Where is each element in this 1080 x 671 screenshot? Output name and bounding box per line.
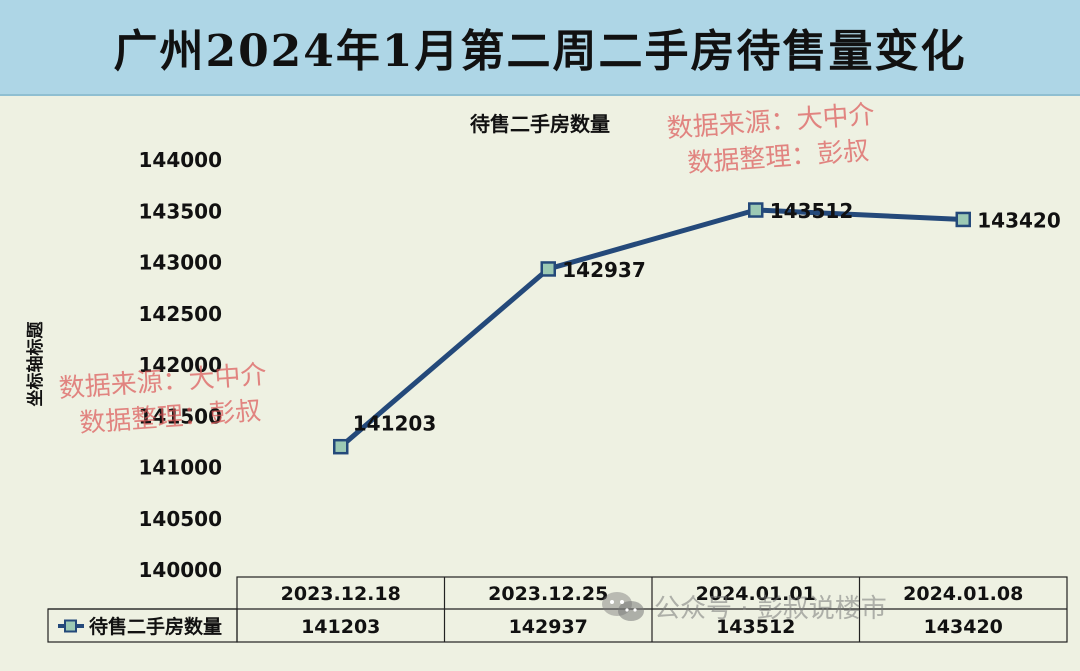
data-label: 143512 — [770, 199, 854, 223]
watermark-top-right: 数据来源：大中介 数据整理：彭叔 — [666, 97, 879, 183]
watermark-left: 数据来源：大中介 数据整理：彭叔 — [58, 357, 271, 443]
chart-title: 待售二手房数量 — [470, 112, 610, 136]
x-category-label: 2023.12.18 — [281, 583, 401, 605]
y-tick-label: 140500 — [139, 507, 223, 531]
series-line — [338, 207, 966, 450]
y-tick-label: 144000 — [139, 148, 223, 172]
y-tick-label: 140000 — [139, 558, 223, 582]
data-label: 141203 — [353, 412, 437, 436]
y-tick-label: 143000 — [139, 251, 223, 275]
footer-watermark-text: 公众号 · 彭叔说楼市 — [654, 594, 887, 624]
data-point-marker — [748, 202, 764, 218]
y-tick-label: 141000 — [139, 456, 223, 480]
x-category-label: 2024.01.01 — [696, 583, 816, 605]
header-banner: 广州2024年1月第二周二手房待售量变化 — [0, 0, 1080, 96]
data-table-value: 142937 — [509, 616, 588, 638]
y-tick-label: 142000 — [139, 353, 223, 377]
y-tick-label: 141500 — [139, 404, 223, 428]
data-label: 143420 — [977, 208, 1061, 232]
data-point-marker — [333, 438, 349, 455]
y-tick-label: 142500 — [139, 302, 223, 326]
data-point-marker — [540, 261, 556, 277]
data-label: 142937 — [562, 258, 646, 282]
footer-watermark: 公众号 · 彭叔说楼市 — [600, 588, 887, 625]
data-point-marker — [955, 211, 971, 228]
data-table-value: 141203 — [301, 616, 380, 638]
data-table-value: 143512 — [716, 616, 795, 638]
wechat-icon — [602, 591, 644, 621]
y-tick-label: 143500 — [139, 199, 223, 223]
x-category-label: 2023.12.25 — [488, 583, 608, 605]
data-table-value: 143420 — [924, 616, 1003, 638]
legend-marker-key — [64, 619, 77, 633]
page-title: 广州2024年1月第二周二手房待售量变化 — [113, 26, 967, 77]
x-category-label: 2024.01.08 — [903, 583, 1023, 605]
legend-series-name: 待售二手房数量 — [89, 615, 222, 638]
chart-panel — [0, 96, 1080, 671]
